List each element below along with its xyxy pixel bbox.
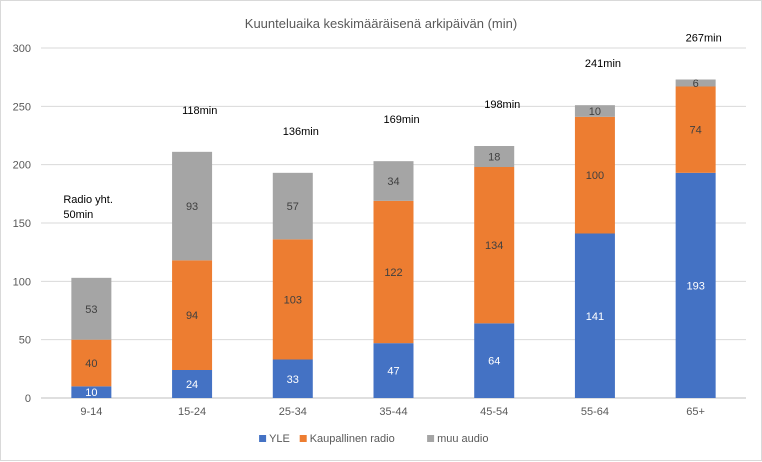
bars: 10 40 53 24 94 93 33 103 57 47 122 34 64 134 18 141 100 1… <box>71 78 716 399</box>
data-label: 47 <box>387 366 399 378</box>
data-label: 193 <box>686 280 704 292</box>
total-annotation: 241min <box>585 58 621 70</box>
data-label: 134 <box>485 240 503 252</box>
data-label: 122 <box>384 267 402 279</box>
data-label: 93 <box>186 201 198 213</box>
legend-label: YLE <box>269 433 290 445</box>
bar-segment <box>172 151 213 261</box>
bar-segment <box>474 323 515 398</box>
bar-segment <box>71 386 112 398</box>
data-label: 100 <box>586 170 604 182</box>
total-annotation: 136min <box>283 126 319 138</box>
bar-segment <box>675 86 716 173</box>
bar-segment <box>71 277 112 340</box>
total-annotation: 118min <box>182 105 217 117</box>
data-label: 53 <box>85 304 97 316</box>
total-annotation: Radio yht. <box>63 194 113 206</box>
data-label: 34 <box>387 176 399 188</box>
bar-segment <box>675 79 716 87</box>
legend: YLE Kaupallinen radio muu audio <box>259 433 488 445</box>
total-annotation: 267min <box>686 33 722 45</box>
legend-label: muu audio <box>437 433 488 445</box>
bar-segment <box>272 359 313 398</box>
total-annotation: 198min <box>484 99 520 111</box>
total-annotation: 50min <box>63 209 93 221</box>
data-label: 40 <box>85 358 97 370</box>
bar-segment <box>172 370 213 398</box>
bar-segment <box>474 146 515 167</box>
bar-segment <box>574 233 615 398</box>
data-label: 24 <box>186 379 198 391</box>
legend-swatch <box>427 435 435 442</box>
bar-segment <box>272 172 313 240</box>
x-tick-label: 65+ <box>686 406 705 418</box>
data-label: 74 <box>690 125 702 137</box>
legend-swatch <box>299 435 307 442</box>
data-label: 64 <box>488 356 500 368</box>
legend-swatch <box>259 435 267 442</box>
y-tick-label: 200 <box>13 160 31 172</box>
bar-segment <box>373 200 414 344</box>
x-tick-label: 55-64 <box>581 406 609 418</box>
data-label: 94 <box>186 310 198 322</box>
bar-segment <box>574 116 615 234</box>
bar-segment <box>373 161 414 201</box>
data-label: 141 <box>586 311 604 323</box>
bar-segment <box>474 167 515 324</box>
bar-segment <box>675 172 716 398</box>
bar-segment <box>373 343 414 398</box>
y-tick-label: 300 <box>13 43 31 55</box>
bar-segment <box>272 239 313 360</box>
data-label: 33 <box>287 374 299 386</box>
bar-segment <box>71 339 112 387</box>
x-tick-label: 15-24 <box>178 406 206 418</box>
y-tick-label: 50 <box>19 335 31 347</box>
y-axis: 0 50 100 150 200 250 300 <box>13 43 31 405</box>
y-tick-label: 0 <box>25 393 31 405</box>
data-label: 6 <box>693 78 699 90</box>
data-label: 10 <box>589 106 601 118</box>
bar-segment <box>172 260 213 370</box>
total-annotation: 169min <box>384 114 420 126</box>
x-axis: 9-14 15-24 25-34 35-44 45-54 55-64 65+ <box>80 406 705 418</box>
bar-segment <box>574 105 615 117</box>
legend-label: Kaupallinen radio <box>310 433 395 445</box>
x-tick-label: 45-54 <box>480 406 508 418</box>
data-label: 18 <box>488 152 500 164</box>
chart-title: Kuunteluaika keskimääräisenä arkipäivän … <box>245 16 517 31</box>
y-tick-label: 150 <box>13 218 31 230</box>
x-tick-label: 25-34 <box>279 406 307 418</box>
x-tick-label: 35-44 <box>379 406 407 418</box>
y-tick-label: 250 <box>13 101 31 113</box>
total-annotations: Radio yht. 50min 118min 136min 169min 198min 2… <box>63 33 721 221</box>
data-label: 57 <box>287 201 299 213</box>
x-tick-label: 9-14 <box>80 406 102 418</box>
data-label: 10 <box>85 387 97 399</box>
y-tick-label: 100 <box>13 276 31 288</box>
data-label: 103 <box>284 294 302 306</box>
